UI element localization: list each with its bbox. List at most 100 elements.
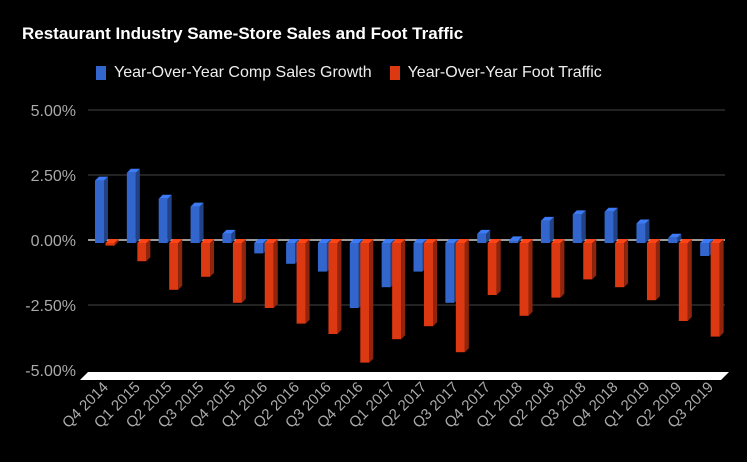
legend-item-comp-sales[interactable]: Year-Over-Year Comp Sales Growth	[96, 64, 372, 82]
bar-comp-sales	[509, 240, 519, 243]
bar-top	[487, 239, 501, 243]
bar-top	[222, 229, 236, 234]
bar-foot-traffic	[296, 243, 306, 324]
legend: Year-Over-Year Comp Sales Growth Year-Ov…	[96, 64, 602, 82]
bar-side	[624, 239, 629, 288]
bar-top	[615, 239, 629, 243]
bar-top	[158, 194, 172, 199]
bar-top	[636, 219, 650, 224]
bar-foot-traffic	[551, 243, 561, 298]
bar-top	[296, 239, 310, 243]
bar-foot-traffic	[519, 243, 529, 316]
bar-foot-traffic	[710, 243, 720, 337]
chart-title: Restaurant Industry Same-Store Sales and…	[22, 24, 464, 43]
bar-foot-traffic	[646, 243, 656, 301]
bar-side	[273, 239, 278, 308]
bar-comp-sales	[413, 243, 423, 272]
bar-comp-sales	[636, 223, 646, 243]
bar-comp-sales	[222, 233, 232, 243]
bar-top	[424, 239, 437, 243]
bar-top	[646, 239, 660, 243]
bar-top	[604, 207, 618, 212]
bar-top	[286, 239, 300, 243]
bar-foot-traffic	[232, 243, 242, 303]
bar-top	[232, 239, 246, 243]
bar-foot-traffic	[264, 243, 274, 308]
bar-foot-traffic	[328, 243, 338, 334]
bar-top	[509, 236, 523, 241]
bar-foot-traffic	[201, 243, 211, 277]
bar-top	[126, 168, 140, 173]
bar-side	[719, 239, 724, 337]
bar-top	[583, 239, 597, 243]
bar-top	[519, 239, 533, 243]
bar-top	[668, 233, 682, 238]
bar-foot-traffic	[583, 243, 593, 280]
bar-top	[328, 239, 342, 243]
bar-top	[700, 239, 714, 243]
bar-comp-sales	[445, 243, 455, 303]
bar-side	[677, 233, 682, 243]
bar-top	[317, 239, 331, 243]
bar-top	[710, 239, 724, 243]
bar-top	[137, 239, 151, 243]
bar-comp-sales	[349, 243, 359, 308]
bar-top	[413, 239, 427, 243]
bar-foot-traffic	[455, 243, 465, 353]
bar-side	[581, 210, 586, 243]
legend-swatch-comp-sales	[96, 66, 106, 80]
bar-side	[146, 239, 151, 262]
bar-side	[687, 239, 692, 321]
bar-foot-traffic	[169, 243, 179, 290]
y-tick-label: 2.50%	[31, 168, 76, 185]
bar-top	[349, 239, 363, 243]
bar-side	[560, 239, 565, 298]
y-tick-label: -2.50%	[25, 298, 76, 315]
bar-comp-sales	[604, 211, 614, 243]
bar-side	[645, 219, 650, 243]
bar-side	[104, 176, 108, 243]
bar-foot-traffic	[487, 243, 497, 295]
bar-side	[199, 202, 204, 243]
bar-top	[477, 229, 491, 234]
bar-top	[381, 239, 395, 243]
y-tick-label: 5.00%	[31, 103, 76, 120]
bar-top	[254, 239, 268, 243]
y-tick-label: -5.00%	[25, 363, 76, 380]
x-axis-floor	[80, 372, 729, 380]
bar-side	[528, 239, 533, 316]
bar-side	[241, 239, 246, 303]
bar-comp-sales	[700, 243, 710, 256]
y-tick-label: 0.00%	[31, 233, 76, 250]
bar-side	[486, 229, 491, 243]
bar-foot-traffic	[678, 243, 688, 321]
legend-label: Year-Over-Year Comp Sales Growth	[114, 64, 372, 81]
bar-side	[549, 216, 554, 243]
bar-top	[445, 239, 459, 243]
bar-comp-sales	[158, 198, 168, 243]
bar-foot-traffic	[360, 243, 370, 363]
bar-foot-traffic	[137, 243, 147, 262]
bar-foot-traffic	[392, 243, 402, 340]
bar-comp-sales	[668, 237, 678, 243]
legend-item-foot-traffic[interactable]: Year-Over-Year Foot Traffic	[389, 64, 602, 82]
bar-top	[392, 239, 406, 243]
bar-top	[201, 239, 215, 243]
bar-top	[455, 239, 469, 243]
bar-comp-sales	[381, 243, 391, 288]
bar-side	[401, 239, 406, 340]
bar-side	[135, 168, 140, 243]
bar-side	[210, 239, 215, 277]
bar-side	[369, 239, 374, 363]
bar-top	[190, 202, 204, 207]
bar-top	[360, 239, 374, 243]
bar-comp-sales	[95, 180, 104, 243]
bar-top	[169, 239, 183, 243]
bar-side	[464, 239, 469, 353]
bar-top	[95, 176, 108, 181]
bar-side	[655, 239, 660, 301]
bar-comp-sales	[317, 243, 327, 272]
bar-foot-traffic	[424, 243, 433, 327]
bar-comp-sales	[540, 220, 550, 243]
